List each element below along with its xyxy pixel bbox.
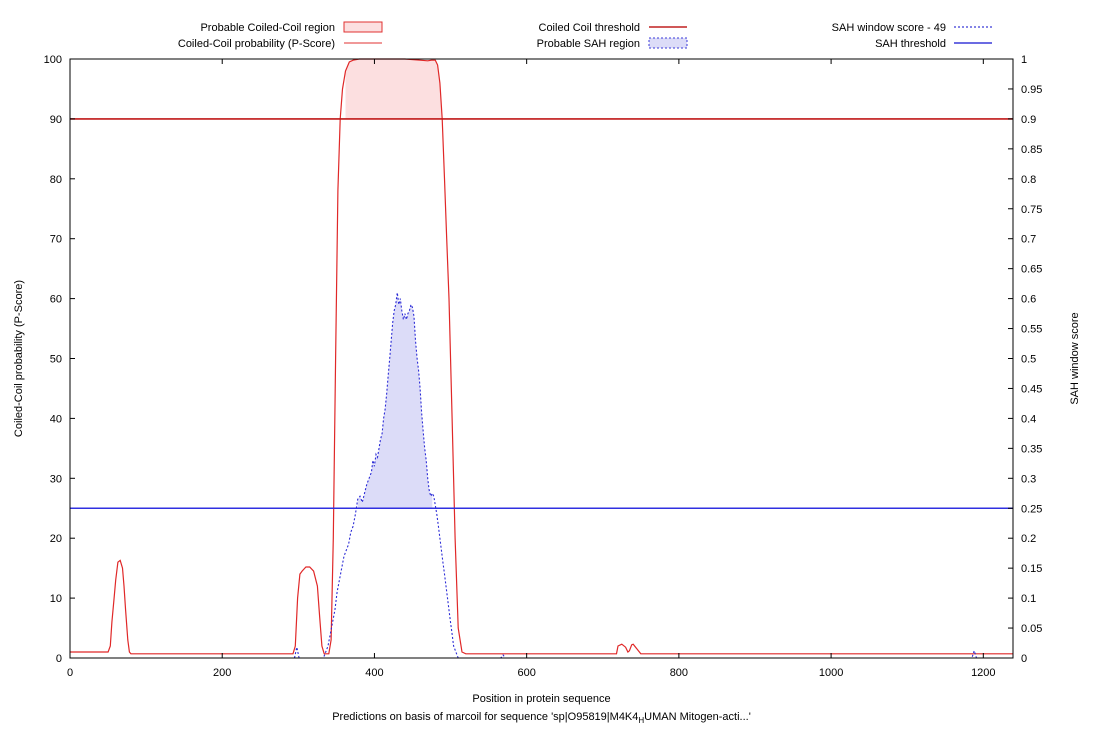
legend-label: SAH threshold [875, 38, 946, 50]
y-left-tick-label: 90 [50, 114, 62, 126]
sah-region-fill [357, 292, 433, 509]
y-right-tick-label: 0.7 [1021, 234, 1036, 246]
y-right-tick-label: 0.1 [1021, 593, 1036, 605]
region-fills [345, 59, 456, 509]
y-axis-left-label: Coiled-Coil probability (P-Score) [13, 280, 25, 437]
y-right-tick-label: 0.6 [1021, 294, 1036, 306]
y-axis-right-label: SAH window score [1069, 312, 1081, 404]
y-left-tick-label: 50 [50, 354, 62, 366]
legend-label: Probable SAH region [537, 38, 640, 50]
legend-swatch-coiled-coil-region [343, 21, 383, 33]
y-right-tick-label: 0.55 [1021, 324, 1042, 336]
x-tick-label: 1000 [819, 667, 843, 679]
legend: Probable Coiled-Coil region Coiled-Coil p… [178, 21, 992, 50]
y-left-tick-label: 40 [50, 413, 62, 425]
y-right-tick-label: 0 [1021, 653, 1027, 665]
y-left-tick-label: 100 [44, 54, 62, 66]
x-axis-label: Position in protein sequence [472, 693, 610, 705]
legend-label: Coiled Coil threshold [539, 22, 641, 34]
x-tick-label: 600 [517, 667, 535, 679]
series-lines [70, 58, 1013, 659]
plot-frame [69, 58, 1014, 659]
y-left-tick-label: 70 [50, 234, 62, 246]
y-right-tick-label: 0.95 [1021, 84, 1042, 96]
y-right-tick-label: 0.35 [1021, 443, 1042, 455]
y-left-tick-label: 20 [50, 533, 62, 545]
coiled-coil-probability-line [70, 58, 1013, 655]
x-tick-label: 1200 [971, 667, 995, 679]
y-left-tick-label: 30 [50, 473, 62, 485]
y-right-tick-label: 0.4 [1021, 413, 1036, 425]
y-right-tick-label: 0.8 [1021, 174, 1036, 186]
y-right-tick-label: 0.25 [1021, 503, 1042, 515]
subtitle-suffix: UMAN Mitogen-acti...' [644, 711, 751, 723]
y-right-tick-label: 0.5 [1021, 354, 1036, 366]
legend-label: Probable Coiled-Coil region [200, 22, 335, 34]
y-right-tick-label: 0.75 [1021, 204, 1042, 216]
x-tick-label: 400 [365, 667, 383, 679]
y-left-tick-label: 60 [50, 294, 62, 306]
y-left-tick-label: 0 [56, 653, 62, 665]
coiled-coil-region-fill [345, 59, 456, 119]
y-left-tick-label: 10 [50, 593, 62, 605]
y-right-tick-label: 0.45 [1021, 383, 1042, 395]
subtitle-prefix: Predictions on basis of marcoil for sequ… [332, 711, 638, 723]
subtitle-subscript: H [638, 716, 644, 725]
legend-label: Coiled-Coil probability (P-Score) [178, 38, 335, 50]
sah-window-score-line [293, 292, 978, 659]
y-right-tick-label: 0.15 [1021, 563, 1042, 575]
y-right-tick-label: 1 [1021, 54, 1027, 66]
y-right-tick-label: 0.2 [1021, 533, 1036, 545]
legend-swatch-sah-region [648, 37, 688, 49]
x-tick-label: 200 [213, 667, 231, 679]
y-right-tick-label: 0.9 [1021, 114, 1036, 126]
y-right-tick-label: 0.05 [1021, 623, 1042, 635]
y-right-tick-label: 0.85 [1021, 144, 1042, 156]
legend-label: SAH window score - 49 [832, 22, 946, 34]
y-right-tick-label: 0.3 [1021, 473, 1036, 485]
y-left-tick-label: 80 [50, 174, 62, 186]
x-tick-label: 0 [67, 667, 73, 679]
x-tick-label: 800 [670, 667, 688, 679]
y-right-tick-label: 0.65 [1021, 264, 1042, 276]
axes: 0 200 400 600 800 1000 12000102030405060708090… [44, 54, 1043, 679]
chart-subtitle: Predictions on basis of marcoil for sequ… [332, 711, 751, 725]
